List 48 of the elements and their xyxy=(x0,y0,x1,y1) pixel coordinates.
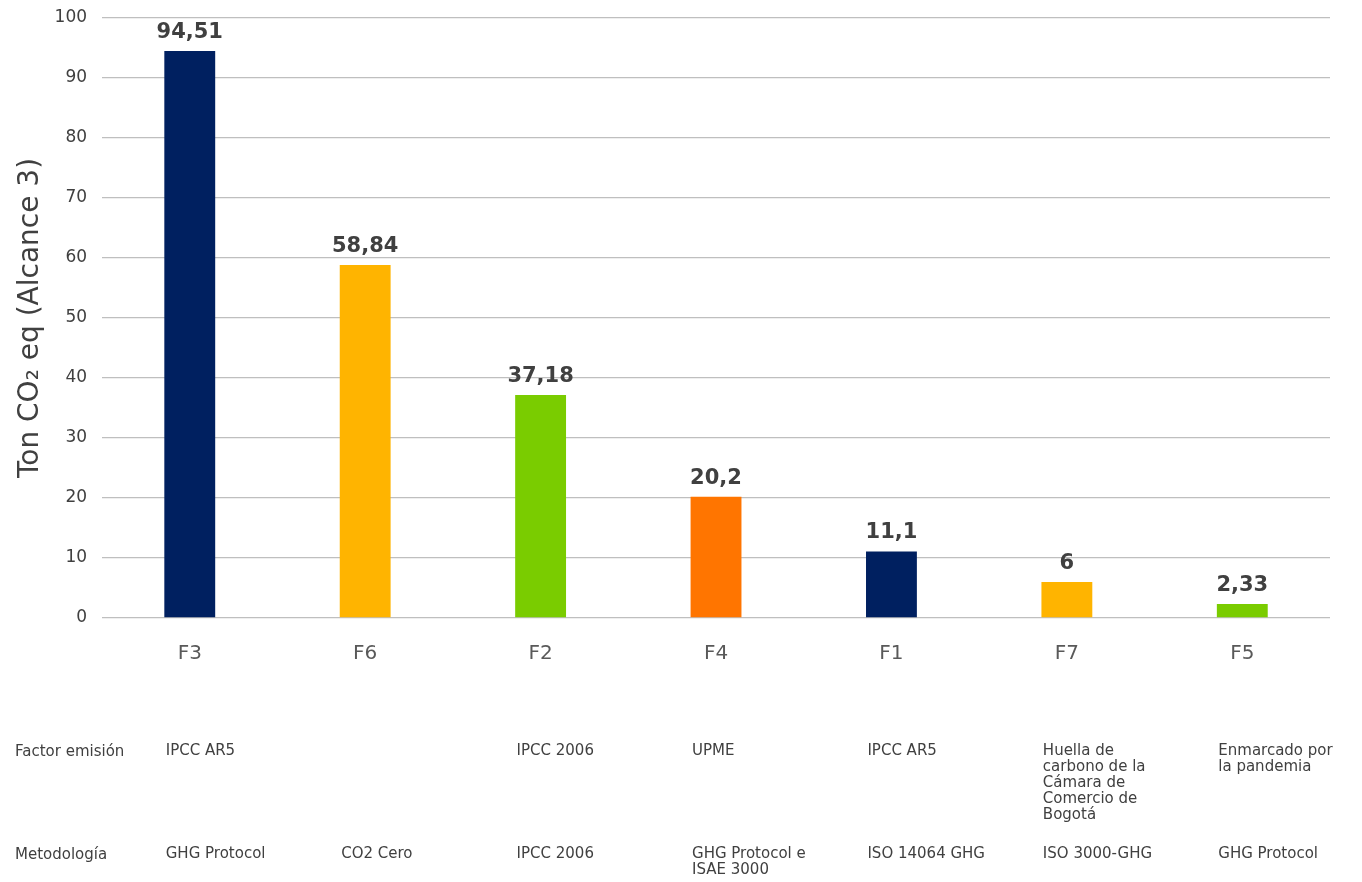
text: GHG Protocol xyxy=(165,844,267,862)
y-tick-label: 60 xyxy=(65,246,88,267)
text: ISO 14064 GHG xyxy=(867,844,986,862)
data-label: 37,18 xyxy=(507,362,574,387)
x-tick-label: F4 xyxy=(703,640,729,665)
text: UPME xyxy=(692,741,736,759)
data-label: 20,2 xyxy=(690,464,742,489)
y-tick-label: 70 xyxy=(65,186,88,207)
text: IPCC 2006 xyxy=(516,741,595,759)
y-tick-label: 50 xyxy=(65,306,88,327)
text: CO2 Cero xyxy=(341,844,414,862)
y-axis-title: Ton CO₂ eq (Alcance 3) xyxy=(12,157,46,480)
bar xyxy=(866,551,917,618)
y-tick-label: 20 xyxy=(65,486,88,507)
bar xyxy=(339,264,391,618)
x-tick-label: F7 xyxy=(1054,640,1079,665)
data-label: 11,1 xyxy=(865,519,918,544)
y-tick-label: 100 xyxy=(54,6,88,27)
y-tick-label: 80 xyxy=(65,126,88,147)
data-label: 2,33 xyxy=(1216,571,1269,596)
data-label: 6 xyxy=(1059,549,1075,574)
bar xyxy=(1216,604,1268,618)
x-tick-label: F6 xyxy=(353,640,378,665)
y-tick-label: 90 xyxy=(65,66,88,87)
x-tick-label: F5 xyxy=(1230,640,1255,665)
text: IPCC 2006 xyxy=(516,844,595,862)
data-label: 94,51 xyxy=(156,18,223,43)
text: IPCC AR5 xyxy=(867,741,938,759)
bar xyxy=(690,496,742,618)
text: Factor emisión xyxy=(15,742,125,760)
text: ISO 3000-GHG xyxy=(1042,844,1154,862)
bar xyxy=(164,50,216,618)
bar xyxy=(1041,582,1093,618)
y-tick-label: 10 xyxy=(65,546,88,567)
x-tick-label: F1 xyxy=(879,640,904,665)
y-tick-label: 0 xyxy=(76,606,88,627)
bar xyxy=(515,394,567,618)
y-tick-label: 30 xyxy=(65,426,88,447)
data-label: 58,84 xyxy=(331,232,399,257)
text: IPCC AR5 xyxy=(165,741,237,759)
text: GHG Protocol e ISAE 3000 xyxy=(692,844,807,878)
text: Huella de carbono de la Cámara de Comercio de Bogotá xyxy=(1042,741,1147,823)
x-tick-label: F2 xyxy=(528,640,553,665)
text: GHG Protocol xyxy=(1218,844,1320,862)
y-tick-label: 40 xyxy=(65,366,88,387)
x-tick-label: F3 xyxy=(177,640,202,665)
text: Metodología xyxy=(15,845,108,863)
text: Enmarcado por la pandemia xyxy=(1218,741,1334,775)
